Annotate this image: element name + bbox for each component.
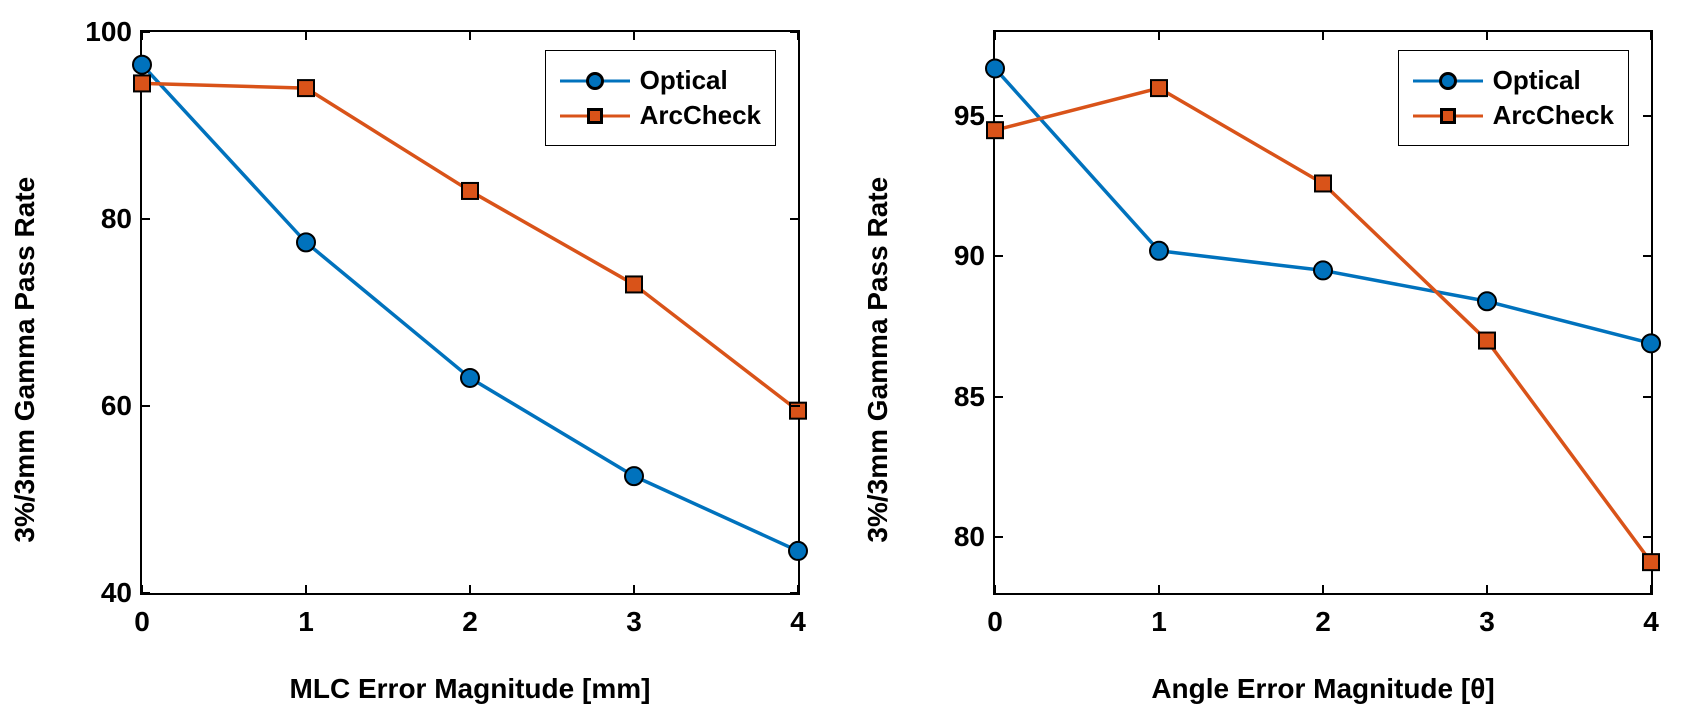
ytick-label: 80: [82, 203, 132, 235]
xtick-label: 1: [1151, 606, 1167, 638]
xtick-mark: [469, 585, 471, 595]
xtick-label: 2: [1315, 606, 1331, 638]
panel-left: 3%/3mm Gamma Pass Rate Optical ArcCheck 0…: [10, 10, 820, 715]
xtick-label: 3: [626, 606, 642, 638]
ytick-label: 40: [82, 577, 132, 609]
ytick-mark: [140, 31, 150, 33]
panel-right: 3%/3mm Gamma Pass Rate Optical ArcCheck 0…: [863, 10, 1673, 715]
xtick-mark-top: [994, 30, 996, 40]
xtick-mark-top: [1158, 30, 1160, 40]
figure: 3%/3mm Gamma Pass Rate Optical ArcCheck 0…: [0, 0, 1693, 725]
xtick-label: 0: [134, 606, 150, 638]
ytick-label: 85: [935, 381, 985, 413]
legend-label-optical: Optical: [1493, 65, 1581, 96]
legend-swatch-arccheck: [560, 103, 630, 129]
legend-label-arccheck: ArcCheck: [1493, 100, 1614, 131]
circle-icon: [586, 72, 604, 90]
ylabel-left: 3%/3mm Gamma Pass Rate: [9, 348, 41, 378]
ylabel-right: 3%/3mm Gamma Pass Rate: [862, 348, 894, 378]
square-icon: [1440, 108, 1456, 124]
xtick-label: 4: [1643, 606, 1659, 638]
xlabel-left: MLC Error Magnitude [mm]: [140, 673, 800, 705]
xtick-label: 1: [298, 606, 314, 638]
xtick-mark: [633, 585, 635, 595]
ytick-label: 80: [935, 521, 985, 553]
ytick-mark: [993, 115, 1003, 117]
marker-optical: [625, 467, 643, 485]
xtick-label: 4: [790, 606, 806, 638]
legend-swatch-optical: [1413, 68, 1483, 94]
marker-optical: [1478, 292, 1496, 310]
plot-area-left: OpticalArcCheck 01234406080100: [140, 30, 800, 595]
marker-arccheck: [1151, 80, 1167, 96]
xtick-label: 2: [462, 606, 478, 638]
legend-swatch-arccheck: [1413, 103, 1483, 129]
legend-row-arccheck: ArcCheck: [560, 100, 761, 131]
marker-arccheck: [1479, 333, 1495, 349]
marker-optical: [1150, 242, 1168, 260]
marker-arccheck: [134, 75, 150, 91]
xtick-mark: [305, 585, 307, 595]
ytick-mark-right: [1643, 396, 1653, 398]
ytick-mark-right: [1643, 536, 1653, 538]
ytick-mark-right: [790, 405, 800, 407]
ytick-mark: [993, 255, 1003, 257]
xtick-label: 3: [1479, 606, 1495, 638]
marker-optical: [1314, 261, 1332, 279]
circle-icon: [1439, 72, 1457, 90]
legend-label-arccheck: ArcCheck: [640, 100, 761, 131]
ytick-mark: [140, 218, 150, 220]
ytick-mark-right: [790, 31, 800, 33]
marker-arccheck: [462, 183, 478, 199]
plot-area-right: OpticalArcCheck 0123480859095: [993, 30, 1653, 595]
xtick-mark: [994, 585, 996, 595]
marker-optical: [986, 59, 1004, 77]
ytick-mark: [993, 536, 1003, 538]
legend-row-optical: Optical: [1413, 65, 1614, 96]
marker-optical: [1642, 334, 1660, 352]
ytick-mark-right: [790, 592, 800, 594]
xtick-mark-top: [305, 30, 307, 40]
legend-right: Optical ArcCheck: [1398, 50, 1629, 146]
xtick-mark-top: [1650, 30, 1652, 40]
marker-optical: [297, 233, 315, 251]
ytick-mark: [140, 405, 150, 407]
xlabel-right: Angle Error Magnitude [θ]: [993, 673, 1653, 705]
ytick-mark-right: [1643, 255, 1653, 257]
ytick-label: 100: [82, 16, 132, 48]
ytick-label: 60: [82, 390, 132, 422]
marker-arccheck: [626, 276, 642, 292]
xtick-mark: [1158, 585, 1160, 595]
xtick-mark-top: [633, 30, 635, 40]
xtick-mark: [1322, 585, 1324, 595]
ytick-label: 90: [935, 240, 985, 272]
square-icon: [587, 108, 603, 124]
marker-arccheck: [987, 122, 1003, 138]
ytick-mark: [140, 592, 150, 594]
marker-optical: [789, 542, 807, 560]
ytick-mark-right: [790, 218, 800, 220]
marker-arccheck: [1315, 175, 1331, 191]
legend-swatch-optical: [560, 68, 630, 94]
marker-arccheck: [1643, 554, 1659, 570]
xtick-mark-top: [1322, 30, 1324, 40]
legend-row-optical: Optical: [560, 65, 761, 96]
marker-optical: [461, 369, 479, 387]
xtick-label: 0: [987, 606, 1003, 638]
ytick-label: 95: [935, 100, 985, 132]
ytick-mark: [993, 396, 1003, 398]
ytick-mark-right: [1643, 115, 1653, 117]
legend-row-arccheck: ArcCheck: [1413, 100, 1614, 131]
marker-optical: [133, 56, 151, 74]
xtick-mark-top: [1486, 30, 1488, 40]
series-line-arccheck: [995, 88, 1651, 562]
legend-label-optical: Optical: [640, 65, 728, 96]
xtick-mark: [1486, 585, 1488, 595]
xtick-mark: [1650, 585, 1652, 595]
marker-arccheck: [298, 80, 314, 96]
xtick-mark-top: [469, 30, 471, 40]
legend-left: Optical ArcCheck: [545, 50, 776, 146]
